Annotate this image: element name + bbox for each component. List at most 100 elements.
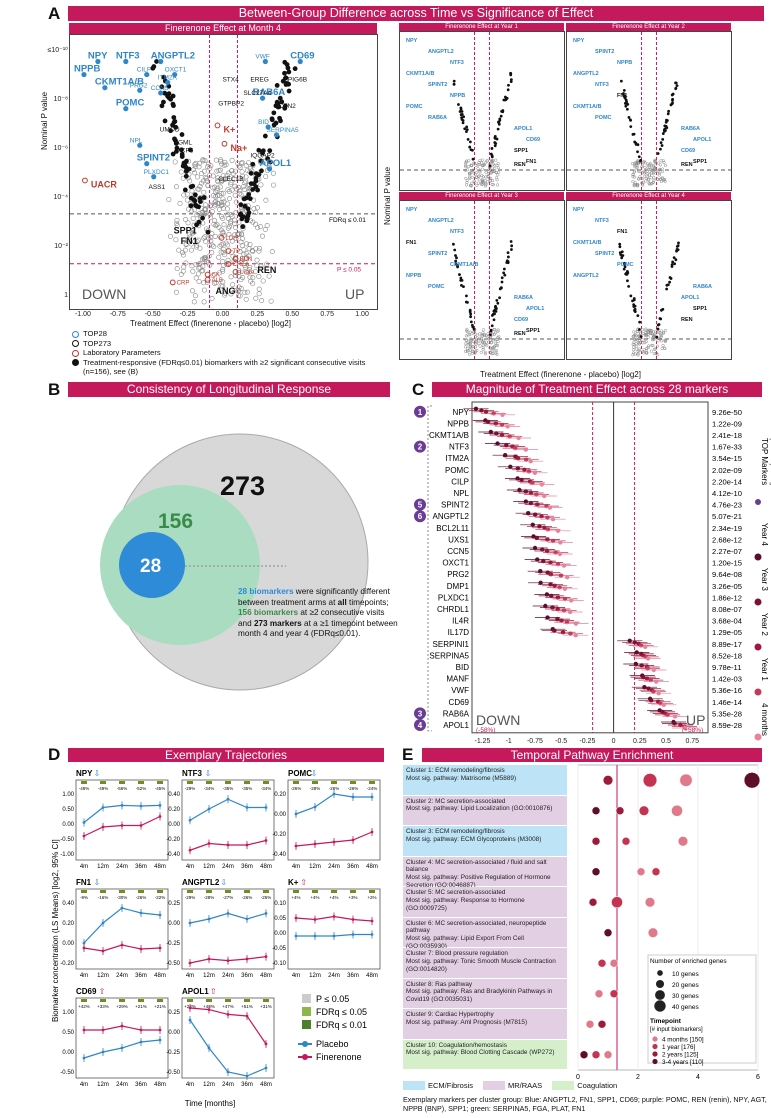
volcano-point bbox=[192, 170, 198, 176]
volcano-point-sig bbox=[500, 110, 504, 113]
forest-point bbox=[648, 677, 653, 683]
enrich-dot bbox=[603, 1050, 613, 1059]
volcano-point-sig bbox=[618, 251, 622, 255]
traj-y-tick: 0.00 bbox=[168, 1030, 180, 1036]
volcano-point-sig bbox=[497, 122, 501, 126]
forest-point bbox=[557, 551, 563, 557]
volcano-point-sig bbox=[279, 99, 285, 105]
cluster-name: Cluster 6: MC secretion-associated, neur… bbox=[406, 919, 547, 935]
forest-point bbox=[648, 698, 654, 703]
volcano-point bbox=[465, 178, 469, 182]
forest-x-tick: -0.5 bbox=[555, 738, 567, 745]
small-volcano-label: FN1 bbox=[406, 240, 416, 246]
panel-d-letter: D bbox=[48, 745, 61, 764]
volcano-point bbox=[660, 339, 664, 343]
traj-title: POMC bbox=[288, 769, 312, 778]
enrich-dot bbox=[636, 867, 646, 876]
volcano-point-sig bbox=[454, 259, 458, 263]
volcano-point bbox=[482, 163, 486, 167]
small-volcano-label: APOL1 bbox=[526, 306, 544, 312]
volcano-label-top273: UMOD bbox=[160, 126, 180, 133]
forest-x-tick: -1.25 bbox=[475, 738, 491, 745]
group-legend-item: Coagulation bbox=[552, 1081, 617, 1090]
forest-point bbox=[555, 606, 560, 612]
traj-x-tick: 12m bbox=[97, 1082, 109, 1088]
traj-point bbox=[101, 1028, 105, 1032]
traj-y-tick: 0.00 bbox=[168, 822, 180, 828]
sig-legend-text: FDRq ≤ 0.01 bbox=[316, 1020, 367, 1030]
volcano-point-sig bbox=[196, 219, 202, 225]
traj-sig-mark bbox=[100, 890, 106, 893]
volcano-point-sig bbox=[198, 199, 203, 205]
traj-x-tick: 48m bbox=[366, 973, 378, 979]
forest-row-fdr: 3.68e-04 bbox=[712, 617, 742, 626]
traj-point bbox=[120, 1046, 124, 1050]
volcano-point bbox=[217, 167, 223, 173]
sig-legend-text: P ≤ 0.05 bbox=[316, 994, 349, 1004]
volcano-point bbox=[496, 328, 500, 332]
forest-frame bbox=[471, 401, 709, 734]
volcano-point bbox=[229, 168, 235, 174]
rank-badge-number: 4 bbox=[418, 721, 423, 730]
size-legend-title: Number of enriched genes bbox=[650, 958, 727, 965]
volcano-point bbox=[203, 255, 209, 261]
volcano-point-top28 bbox=[262, 58, 268, 65]
volcano-point-sig bbox=[495, 137, 499, 141]
volcano-point bbox=[464, 329, 469, 333]
enrich-dot bbox=[677, 836, 689, 847]
cluster-name: Cluster 3: ECM remodeling/fibrosis bbox=[406, 828, 505, 835]
traj-point bbox=[139, 824, 143, 827]
panel-c-banner: Magnitude of Treatment Effect across 28 … bbox=[432, 382, 762, 397]
volcano-point bbox=[485, 159, 489, 163]
traj-pct: -9% bbox=[80, 895, 88, 900]
traj-point bbox=[101, 806, 105, 809]
rank-badge bbox=[414, 405, 426, 418]
volcano-point-lab bbox=[204, 271, 211, 278]
cluster-pathway: Most sig. pathway: Tonic Smooth Muscle C… bbox=[406, 957, 556, 973]
volcano-point bbox=[190, 215, 196, 221]
traj-y-tick: -0.20 bbox=[166, 837, 180, 843]
forest-row-fdr: 9.78e-11 bbox=[712, 663, 741, 672]
volcano-point-top28 bbox=[151, 174, 157, 180]
traj-point bbox=[158, 815, 162, 818]
traj-sig-mark bbox=[157, 781, 163, 784]
small-panel-title: Finerenone Effect at Year 1 bbox=[399, 23, 564, 31]
forest-point bbox=[549, 593, 554, 599]
volcano-label-top273: EREG bbox=[250, 77, 268, 84]
volcano-point bbox=[476, 163, 480, 167]
volcano-point-sig bbox=[659, 141, 663, 145]
small-panel-title: Finerenone Effect at Year 2 bbox=[566, 23, 731, 31]
volcano-point bbox=[647, 167, 651, 171]
traj-pct: -26% bbox=[329, 786, 340, 791]
volcano-point bbox=[657, 173, 661, 177]
traj-pct: +42% bbox=[78, 1004, 90, 1009]
volcano-point-sig bbox=[625, 107, 629, 111]
volcano-label-top28: PLXDC1 bbox=[144, 169, 170, 176]
volcano-point-sig bbox=[638, 328, 641, 331]
forest-point bbox=[573, 621, 579, 626]
volcano-point bbox=[174, 223, 180, 229]
timepoint-legend-dot bbox=[754, 598, 762, 606]
rank-badge bbox=[414, 707, 426, 720]
forest-row-label: CILP bbox=[451, 477, 469, 486]
volcano-point bbox=[648, 331, 653, 335]
traj-point bbox=[120, 1024, 124, 1028]
size-legend-dot bbox=[655, 979, 665, 989]
volcano-label-lab: UACR bbox=[91, 179, 117, 189]
forest-point bbox=[568, 631, 573, 636]
volcano-point bbox=[264, 261, 270, 267]
volcano-point bbox=[651, 164, 655, 168]
volcano-label-lab: Urate bbox=[240, 270, 255, 276]
volcano-point bbox=[497, 335, 501, 339]
volcano-point bbox=[177, 200, 183, 206]
enrich-dot bbox=[591, 837, 601, 846]
volcano-point-sig bbox=[255, 187, 260, 193]
volcano-point bbox=[258, 263, 264, 269]
forest-pct-down: (-58%) bbox=[476, 727, 496, 734]
arm-legend-text: Placebo bbox=[316, 1039, 349, 1049]
volcano-point bbox=[469, 184, 473, 188]
volcano-point-sig bbox=[260, 148, 266, 154]
volcano-point bbox=[176, 247, 182, 253]
traj-pct: +4% bbox=[291, 895, 300, 900]
volcano-point-sig bbox=[265, 156, 271, 162]
